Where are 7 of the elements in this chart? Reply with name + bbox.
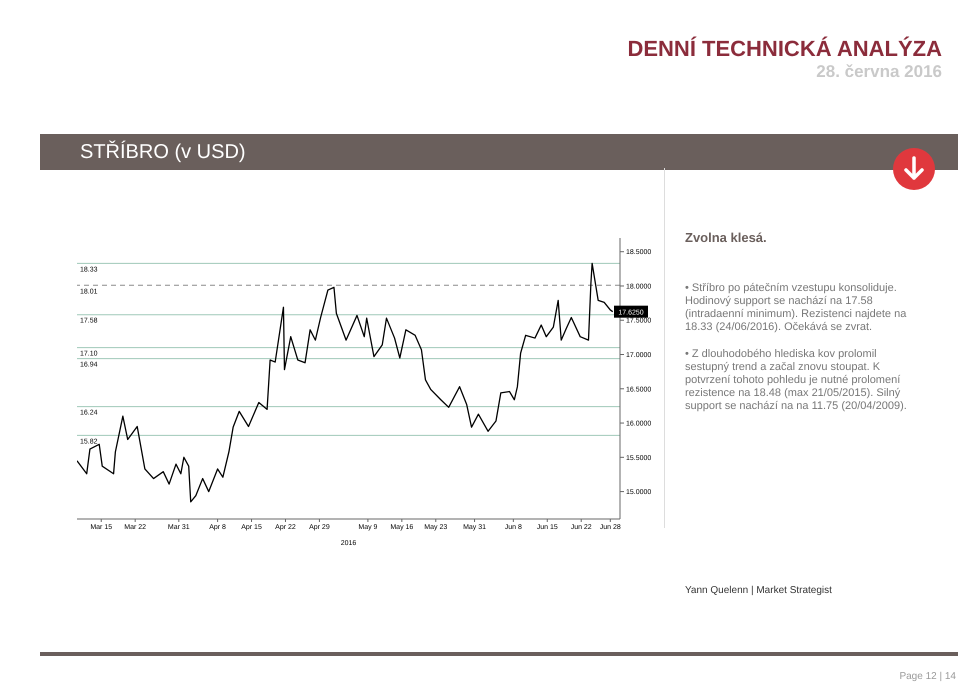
text: Page 12 | 14 [899, 671, 956, 682]
text: • Stříbro po pátečním vzestupu konsoliduje. Hodinový support se nachází na 17.58 (intradaenní minimum). Rezistenci najdete na 18.33 (24/06/2016). Očekává se zvrat. [685, 282, 908, 334]
text: • Z dlouhodobého hlediska kov prolomil sestupný trend a začal znovu stoupat. K potvrzení tohoto pohledu je nutné prolomení rezistence na 18.48 (max 21/05/2015). Silný support se nachází na na 11.75 (20/04/2009). [685, 348, 908, 413]
chart-title: STŘÍBRO (v USD) [80, 141, 246, 164]
text: Yann Quelenn | Market Strategist [685, 585, 832, 596]
text: Zvolna klesá. [685, 230, 767, 245]
text: DENNÍ TECHNICKÁ ANALÝZA [627, 36, 942, 62]
